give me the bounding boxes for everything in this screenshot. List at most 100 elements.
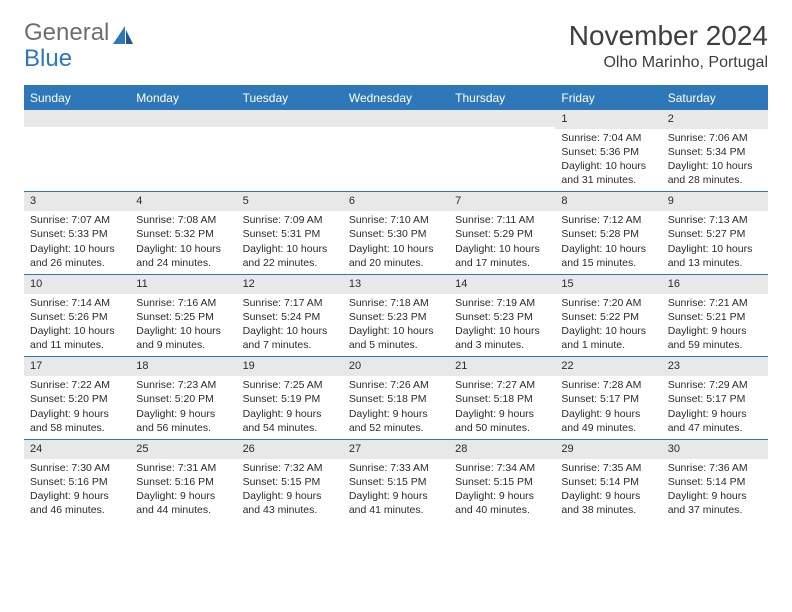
daylight-text: Daylight: 10 hours and 13 minutes.: [668, 242, 762, 270]
sunset-text: Sunset: 5:15 PM: [455, 475, 549, 489]
day-number: 27: [343, 439, 449, 459]
sunrise-text: Sunrise: 7:11 AM: [455, 213, 549, 227]
day-cell: 17Sunrise: 7:22 AMSunset: 5:20 PMDayligh…: [24, 356, 130, 439]
sunset-text: Sunset: 5:18 PM: [349, 392, 443, 406]
calendar: Sunday Monday Tuesday Wednesday Thursday…: [24, 85, 768, 522]
day-cell: 3Sunrise: 7:07 AMSunset: 5:33 PMDaylight…: [24, 191, 130, 274]
day-cell: 2Sunrise: 7:06 AMSunset: 5:34 PMDaylight…: [662, 109, 768, 192]
sunset-text: Sunset: 5:16 PM: [136, 475, 230, 489]
daylight-text: Daylight: 10 hours and 20 minutes.: [349, 242, 443, 270]
day-number: 16: [662, 274, 768, 294]
sunset-text: Sunset: 5:34 PM: [668, 145, 762, 159]
sunrise-text: Sunrise: 7:09 AM: [243, 213, 337, 227]
sunrise-text: Sunrise: 7:33 AM: [349, 461, 443, 475]
day-body: Sunrise: 7:13 AMSunset: 5:27 PMDaylight:…: [662, 211, 768, 274]
day-number: 28: [449, 439, 555, 459]
sunrise-text: Sunrise: 7:13 AM: [668, 213, 762, 227]
day-header-cell: Monday: [130, 87, 236, 109]
day-cell: [343, 109, 449, 192]
day-number: [237, 109, 343, 127]
day-number: 23: [662, 356, 768, 376]
day-number: 2: [662, 109, 768, 129]
location: Olho Marinho, Portugal: [569, 54, 768, 72]
day-cell: 12Sunrise: 7:17 AMSunset: 5:24 PMDayligh…: [237, 274, 343, 357]
daylight-text: Daylight: 9 hours and 40 minutes.: [455, 489, 549, 517]
day-body: Sunrise: 7:26 AMSunset: 5:18 PMDaylight:…: [343, 376, 449, 439]
daylight-text: Daylight: 10 hours and 28 minutes.: [668, 159, 762, 187]
day-header-cell: Saturday: [662, 87, 768, 109]
sunrise-text: Sunrise: 7:30 AM: [30, 461, 124, 475]
day-cell: 30Sunrise: 7:36 AMSunset: 5:14 PMDayligh…: [662, 439, 768, 522]
weeks-container: 1Sunrise: 7:04 AMSunset: 5:36 PMDaylight…: [24, 109, 768, 522]
day-number: 14: [449, 274, 555, 294]
day-body: Sunrise: 7:33 AMSunset: 5:15 PMDaylight:…: [343, 459, 449, 522]
sunset-text: Sunset: 5:21 PM: [668, 310, 762, 324]
day-cell: 23Sunrise: 7:29 AMSunset: 5:17 PMDayligh…: [662, 356, 768, 439]
sunset-text: Sunset: 5:23 PM: [349, 310, 443, 324]
week-row: 24Sunrise: 7:30 AMSunset: 5:16 PMDayligh…: [24, 439, 768, 522]
sunset-text: Sunset: 5:24 PM: [243, 310, 337, 324]
day-cell: 11Sunrise: 7:16 AMSunset: 5:25 PMDayligh…: [130, 274, 236, 357]
day-body: Sunrise: 7:14 AMSunset: 5:26 PMDaylight:…: [24, 294, 130, 357]
day-header-cell: Friday: [555, 87, 661, 109]
day-cell: 15Sunrise: 7:20 AMSunset: 5:22 PMDayligh…: [555, 274, 661, 357]
day-number: 11: [130, 274, 236, 294]
day-cell: 16Sunrise: 7:21 AMSunset: 5:21 PMDayligh…: [662, 274, 768, 357]
day-number: 24: [24, 439, 130, 459]
day-cell: 4Sunrise: 7:08 AMSunset: 5:32 PMDaylight…: [130, 191, 236, 274]
daylight-text: Daylight: 9 hours and 43 minutes.: [243, 489, 337, 517]
day-cell: [24, 109, 130, 192]
day-body: Sunrise: 7:25 AMSunset: 5:19 PMDaylight:…: [237, 376, 343, 439]
daylight-text: Daylight: 9 hours and 59 minutes.: [668, 324, 762, 352]
day-body: Sunrise: 7:22 AMSunset: 5:20 PMDaylight:…: [24, 376, 130, 439]
day-body: Sunrise: 7:16 AMSunset: 5:25 PMDaylight:…: [130, 294, 236, 357]
sunset-text: Sunset: 5:30 PM: [349, 227, 443, 241]
week-row: 1Sunrise: 7:04 AMSunset: 5:36 PMDaylight…: [24, 109, 768, 192]
sunrise-text: Sunrise: 7:12 AM: [561, 213, 655, 227]
week-row: 3Sunrise: 7:07 AMSunset: 5:33 PMDaylight…: [24, 191, 768, 274]
day-number: 30: [662, 439, 768, 459]
day-number: 3: [24, 191, 130, 211]
day-header-cell: Thursday: [449, 87, 555, 109]
daylight-text: Daylight: 10 hours and 15 minutes.: [561, 242, 655, 270]
day-number: 13: [343, 274, 449, 294]
day-body: [130, 127, 236, 133]
day-number: 29: [555, 439, 661, 459]
daylight-text: Daylight: 9 hours and 50 minutes.: [455, 407, 549, 435]
day-cell: 25Sunrise: 7:31 AMSunset: 5:16 PMDayligh…: [130, 439, 236, 522]
day-number: 9: [662, 191, 768, 211]
day-number: [343, 109, 449, 127]
day-body: Sunrise: 7:19 AMSunset: 5:23 PMDaylight:…: [449, 294, 555, 357]
sunset-text: Sunset: 5:19 PM: [243, 392, 337, 406]
sunset-text: Sunset: 5:29 PM: [455, 227, 549, 241]
sunrise-text: Sunrise: 7:35 AM: [561, 461, 655, 475]
sunrise-text: Sunrise: 7:14 AM: [30, 296, 124, 310]
sail-icon: [111, 24, 135, 51]
day-cell: [449, 109, 555, 192]
day-cell: 18Sunrise: 7:23 AMSunset: 5:20 PMDayligh…: [130, 356, 236, 439]
day-number: 12: [237, 274, 343, 294]
day-body: Sunrise: 7:31 AMSunset: 5:16 PMDaylight:…: [130, 459, 236, 522]
sunrise-text: Sunrise: 7:28 AM: [561, 378, 655, 392]
day-number: 25: [130, 439, 236, 459]
daylight-text: Daylight: 10 hours and 31 minutes.: [561, 159, 655, 187]
sunset-text: Sunset: 5:14 PM: [668, 475, 762, 489]
sunrise-text: Sunrise: 7:34 AM: [455, 461, 549, 475]
sunrise-text: Sunrise: 7:16 AM: [136, 296, 230, 310]
day-body: Sunrise: 7:18 AMSunset: 5:23 PMDaylight:…: [343, 294, 449, 357]
day-cell: 22Sunrise: 7:28 AMSunset: 5:17 PMDayligh…: [555, 356, 661, 439]
day-cell: 27Sunrise: 7:33 AMSunset: 5:15 PMDayligh…: [343, 439, 449, 522]
sunrise-text: Sunrise: 7:31 AM: [136, 461, 230, 475]
daylight-text: Daylight: 10 hours and 1 minute.: [561, 324, 655, 352]
day-body: Sunrise: 7:32 AMSunset: 5:15 PMDaylight:…: [237, 459, 343, 522]
title-block: November 2024 Olho Marinho, Portugal: [569, 20, 768, 72]
sunset-text: Sunset: 5:15 PM: [349, 475, 443, 489]
day-body: Sunrise: 7:21 AMSunset: 5:21 PMDaylight:…: [662, 294, 768, 357]
daylight-text: Daylight: 9 hours and 38 minutes.: [561, 489, 655, 517]
day-number: 1: [555, 109, 661, 129]
day-body: Sunrise: 7:09 AMSunset: 5:31 PMDaylight:…: [237, 211, 343, 274]
daylight-text: Daylight: 9 hours and 44 minutes.: [136, 489, 230, 517]
day-number: 26: [237, 439, 343, 459]
day-header-cell: Sunday: [24, 87, 130, 109]
daylight-text: Daylight: 10 hours and 22 minutes.: [243, 242, 337, 270]
